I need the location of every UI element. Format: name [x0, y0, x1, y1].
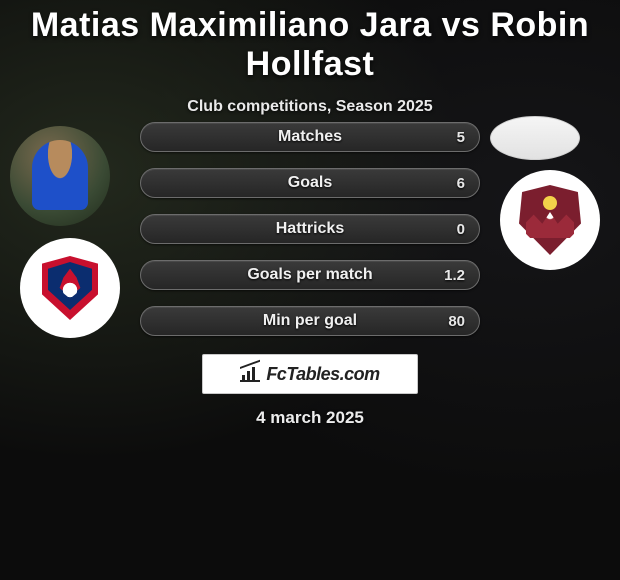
- stat-row-matches: Matches 5: [140, 122, 480, 152]
- fctables-chart-icon: [240, 366, 260, 382]
- stat-label: Matches: [141, 123, 479, 151]
- club-left-badge: [20, 238, 120, 338]
- stat-right-value: 6: [457, 169, 465, 197]
- stat-right-value: 1.2: [444, 261, 465, 289]
- fc-dallas-flame-icon: [59, 269, 81, 299]
- player-left-avatar: [10, 126, 110, 226]
- club-right-badge: [500, 170, 600, 270]
- stat-right-value: 80: [448, 307, 465, 335]
- comparison-title: Matias Maximiliano Jara vs Robin Hollfas…: [0, 0, 620, 84]
- player-right-avatar: [490, 116, 580, 160]
- stat-right-value: 0: [457, 215, 465, 243]
- infographic-container: Matias Maximiliano Jara vs Robin Hollfas…: [0, 0, 620, 580]
- stat-label: Goals per match: [141, 261, 479, 289]
- stat-label: Goals: [141, 169, 479, 197]
- stats-panel: Matches 5 Goals 6 Hattricks 0 Goals per …: [140, 122, 480, 352]
- brand-box: FcTables.com: [202, 354, 418, 394]
- competition-subtitle: Club competitions, Season 2025: [0, 98, 620, 116]
- stat-row-min-per-goal: Min per goal 80: [140, 306, 480, 336]
- stat-label: Min per goal: [141, 307, 479, 335]
- brand-text: FcTables.com: [266, 364, 379, 385]
- stat-row-goals: Goals 6: [140, 168, 480, 198]
- stat-row-goals-per-match: Goals per match 1.2: [140, 260, 480, 290]
- stat-label: Hattricks: [141, 215, 479, 243]
- colorado-rapids-shield-icon: [516, 182, 584, 258]
- fc-dallas-shield-icon: [38, 252, 102, 324]
- stat-row-hattricks: Hattricks 0: [140, 214, 480, 244]
- comparison-date: 4 march 2025: [0, 408, 620, 428]
- colorado-rapids-ball-icon: [543, 196, 557, 210]
- stat-right-value: 5: [457, 123, 465, 151]
